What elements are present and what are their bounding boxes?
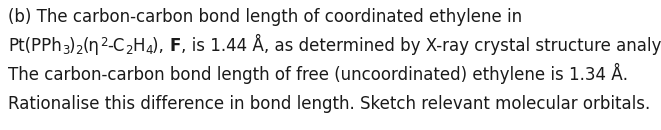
Text: H: H xyxy=(132,37,145,55)
Text: 2: 2 xyxy=(100,36,108,49)
Text: 3: 3 xyxy=(61,44,69,57)
Text: Rationalise this difference in bond length. Sketch relevant molecular orbitals.: Rationalise this difference in bond leng… xyxy=(8,95,650,113)
Text: , is 1.44 Å, as determined by X-ray crystal structure analysis.: , is 1.44 Å, as determined by X-ray crys… xyxy=(181,34,661,55)
Text: F: F xyxy=(169,37,181,55)
Text: 2: 2 xyxy=(125,44,132,57)
Text: (b) The carbon-carbon bond length of coordinated ethylene in: (b) The carbon-carbon bond length of coo… xyxy=(8,8,522,26)
Text: 2: 2 xyxy=(75,44,83,57)
Text: Pt(PPh: Pt(PPh xyxy=(8,37,61,55)
Text: -C: -C xyxy=(108,37,125,55)
Text: ): ) xyxy=(69,37,75,55)
Text: ),: ), xyxy=(153,37,169,55)
Text: 4: 4 xyxy=(145,44,153,57)
Text: The carbon-carbon bond length of free (uncoordinated) ethylene is 1.34 Å.: The carbon-carbon bond length of free (u… xyxy=(8,63,628,84)
Text: (η: (η xyxy=(83,37,100,55)
